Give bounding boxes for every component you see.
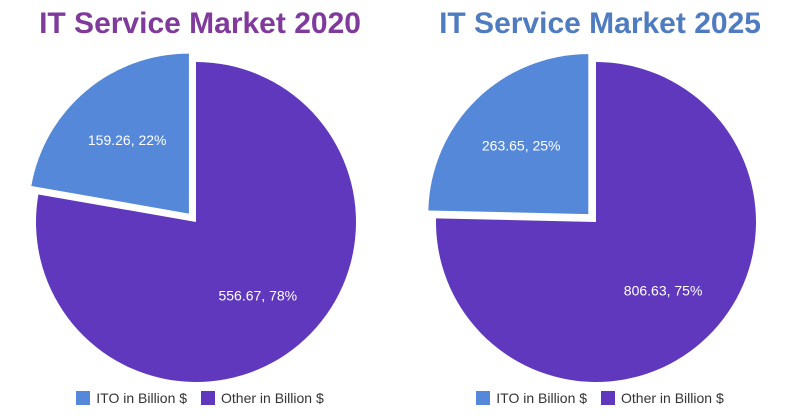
pie-chart-2025: 263.65, 25% 806.63, 75% — [428, 54, 756, 382]
legend-label-other-2025: Other in Billion $ — [621, 390, 724, 406]
legend-label-ito-2020: ITO in Billion $ — [96, 390, 188, 406]
slice-other-2020 — [35, 62, 356, 383]
legend-item-ito-2020: ITO in Billion $ — [76, 390, 187, 406]
legend-swatch-other-2020 — [201, 391, 216, 405]
chart-2025-panel: IT Service Market 2025 263.65, 25% 806.6… — [400, 0, 800, 420]
legend-2025: ITO in Billion $ Other in Billion $ — [400, 390, 800, 406]
slice-label-ito-2020: 159.26, 22% — [88, 132, 167, 148]
legend-swatch-other-2025 — [601, 391, 616, 405]
legend-item-other-2025: Other in Billion $ — [601, 390, 724, 406]
slice-label-other-2025: 806.63, 75% — [624, 283, 703, 299]
slice-label-other-2020: 556.67, 78% — [218, 288, 297, 304]
legend-label-other-2020: Other in Billion $ — [221, 390, 324, 406]
legend-swatch-ito-2020 — [76, 391, 91, 405]
legend-item-other-2020: Other in Billion $ — [201, 390, 324, 406]
slice-other-2025 — [435, 62, 756, 382]
legend-item-ito-2025: ITO in Billion $ — [476, 390, 587, 406]
slice-label-ito-2025: 263.65, 25% — [482, 138, 561, 154]
chart-title-2020: IT Service Market 2020 — [39, 7, 361, 40]
legend-2020: ITO in Billion $ Other in Billion $ — [0, 390, 400, 406]
pie-chart-2020: 159.26, 22% 556.67, 78% — [31, 53, 356, 383]
chart-2020-panel: IT Service Market 2020 159.26, 22% 556.6… — [0, 7, 400, 406]
slice-ito-2020 — [31, 53, 189, 214]
legend-label-ito-2025: ITO in Billion $ — [496, 390, 588, 406]
slice-ito-2025 — [428, 54, 589, 215]
legend-swatch-ito-2025 — [476, 391, 491, 405]
chart-title-2025: IT Service Market 2025 — [439, 7, 761, 40]
